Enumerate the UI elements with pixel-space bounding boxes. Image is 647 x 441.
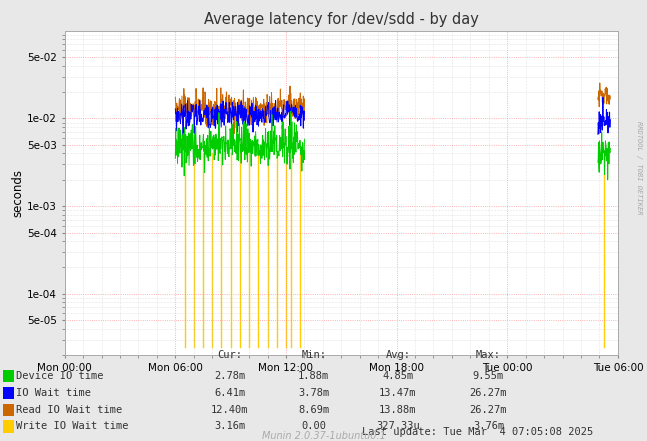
Text: Write IO Wait time: Write IO Wait time (16, 422, 129, 431)
Text: 4.85m: 4.85m (382, 371, 413, 381)
Text: Read IO Wait time: Read IO Wait time (16, 405, 122, 415)
Text: 9.55m: 9.55m (473, 371, 504, 381)
Text: Cur:: Cur: (217, 350, 242, 360)
Text: 0.00: 0.00 (302, 422, 326, 431)
Title: Average latency for /dev/sdd - by day: Average latency for /dev/sdd - by day (204, 12, 479, 27)
Text: Avg:: Avg: (386, 350, 410, 360)
Text: Min:: Min: (302, 350, 326, 360)
Text: 1.88m: 1.88m (298, 371, 329, 381)
Y-axis label: seconds: seconds (12, 169, 25, 217)
Text: 327.33u: 327.33u (376, 422, 420, 431)
Text: 2.78m: 2.78m (214, 371, 245, 381)
Text: Last update: Tue Mar  4 07:05:08 2025: Last update: Tue Mar 4 07:05:08 2025 (362, 426, 593, 437)
Text: Device IO time: Device IO time (16, 371, 104, 381)
Text: 13.88m: 13.88m (379, 405, 417, 415)
Text: 3.76m: 3.76m (473, 422, 504, 431)
Text: 26.27m: 26.27m (470, 388, 507, 398)
Text: IO Wait time: IO Wait time (16, 388, 91, 398)
Text: 13.47m: 13.47m (379, 388, 417, 398)
Text: 12.40m: 12.40m (211, 405, 248, 415)
Text: 26.27m: 26.27m (470, 405, 507, 415)
Text: 8.69m: 8.69m (298, 405, 329, 415)
Text: 3.16m: 3.16m (214, 422, 245, 431)
Text: Max:: Max: (476, 350, 501, 360)
Text: 3.78m: 3.78m (298, 388, 329, 398)
Text: 6.41m: 6.41m (214, 388, 245, 398)
Text: Munin 2.0.37-1ubuntu0.1: Munin 2.0.37-1ubuntu0.1 (261, 430, 386, 441)
Text: RRDTOOL / TOBI OETIKER: RRDTOOL / TOBI OETIKER (637, 121, 642, 214)
